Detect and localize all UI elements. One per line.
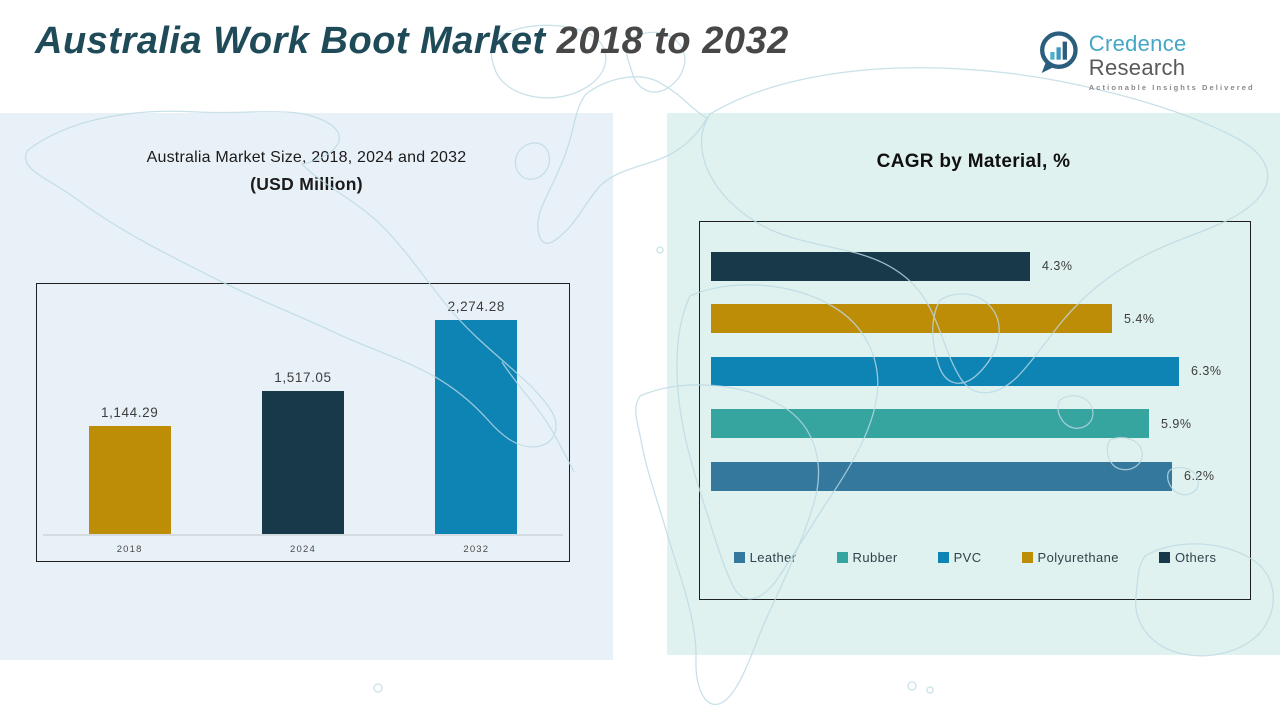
bar-2032 <box>435 320 518 534</box>
column-2032: 2,274.28 <box>435 299 518 534</box>
page-title-secondary: 2018 to 2032 <box>545 20 789 62</box>
market-size-title-line1: Australia Market Size, 2018, 2024 and 20… <box>146 149 467 166</box>
value-label: 2,274.28 <box>447 299 505 314</box>
cagr-chart: 4.3% 5.4% 6.3% 5.9% 6.2% Leather Rubber PVC Pol… <box>699 221 1251 600</box>
legend-label: Rubber <box>852 550 898 565</box>
x-tick-2032: 2032 <box>463 544 490 555</box>
bar-chart-bubble-icon <box>1040 31 1078 74</box>
legend-label: Polyurethane <box>1037 550 1119 565</box>
chart-legend: Leather Rubber PVC Polyurethane Others <box>700 550 1250 565</box>
bar-others <box>711 251 1030 281</box>
value-label: 6.2% <box>1184 469 1215 484</box>
value-label: 5.4% <box>1124 311 1155 326</box>
legend-label: PVC <box>953 550 982 565</box>
cagr-panel: CAGR by Material, % 4.3% 5.4% 6.3% 5.9% 6.2%… <box>667 113 1280 655</box>
value-label: 1,517.05 <box>274 370 332 385</box>
market-size-chart-title: Australia Market Size, 2018, 2024 and 20… <box>0 149 613 195</box>
column-plot-area: 1,144.29 1,517.05 2,274.28 <box>43 284 563 536</box>
legend-swatch <box>836 552 848 563</box>
brand-text: Credence Research Actionable Insights De… <box>1089 28 1280 92</box>
bar-row-pvc: 6.3% <box>711 345 1242 398</box>
bar-row-rubber: 5.9% <box>711 398 1242 451</box>
x-tick-2018: 2018 <box>116 544 143 555</box>
bar-rubber <box>711 409 1149 439</box>
value-label: 1,144.29 <box>100 405 159 420</box>
market-size-panel: Australia Market Size, 2018, 2024 and 20… <box>0 113 613 660</box>
legend-swatch <box>733 552 745 563</box>
bar-row-others: 4.3% <box>711 240 1242 293</box>
legend-swatch <box>1158 552 1170 563</box>
brand-name-primary: Credence <box>1088 31 1187 56</box>
brand-logo: Credence Research Actionable Insights De… <box>1036 28 1280 92</box>
bar-pvc <box>711 356 1179 386</box>
brand-tagline: Actionable Insights Delivered <box>1088 83 1255 93</box>
legend-swatch <box>1021 552 1033 563</box>
page-title-primary: Australia Work Boot Market <box>35 20 546 62</box>
value-label: 4.3% <box>1042 259 1073 274</box>
bar-row-polyurethane: 5.4% <box>711 293 1242 346</box>
brand-name: Credence Research <box>1088 31 1280 81</box>
bar-row-leather: 6.2% <box>711 450 1242 503</box>
value-label: 6.3% <box>1191 364 1222 379</box>
value-label: 5.9% <box>1161 416 1192 431</box>
bar-2018 <box>88 426 171 534</box>
bar-2024 <box>261 391 344 534</box>
legend-label: Others <box>1174 550 1217 565</box>
legend-item-others: Others <box>1158 550 1217 565</box>
legend-item-leather: Leather <box>733 550 797 565</box>
page-title: Australia Work Boot Market 2018 to 2032 <box>35 20 789 63</box>
legend-item-pvc: PVC <box>937 550 982 565</box>
x-axis-ticks: 2018 2024 2032 <box>43 538 563 555</box>
hbar-plot-area: 4.3% 5.4% 6.3% 5.9% 6.2% <box>711 240 1242 503</box>
bar-polyurethane <box>711 304 1112 334</box>
column-2018: 1,144.29 <box>88 405 171 534</box>
column-2024: 1,517.05 <box>261 370 344 534</box>
cagr-chart-title: CAGR by Material, % <box>876 151 1071 172</box>
legend-item-polyurethane: Polyurethane <box>1021 550 1119 565</box>
bar-leather <box>711 461 1172 491</box>
market-size-chart: 1,144.29 1,517.05 2,274.28 2018 2024 2032 <box>36 283 570 562</box>
market-size-title-line2: (USD Million) <box>250 174 363 194</box>
legend-label: Leather <box>749 550 797 565</box>
x-tick-2024: 2024 <box>290 544 316 555</box>
brand-name-secondary: Research <box>1088 55 1186 81</box>
legend-swatch <box>937 552 949 563</box>
legend-item-rubber: Rubber <box>836 550 898 565</box>
